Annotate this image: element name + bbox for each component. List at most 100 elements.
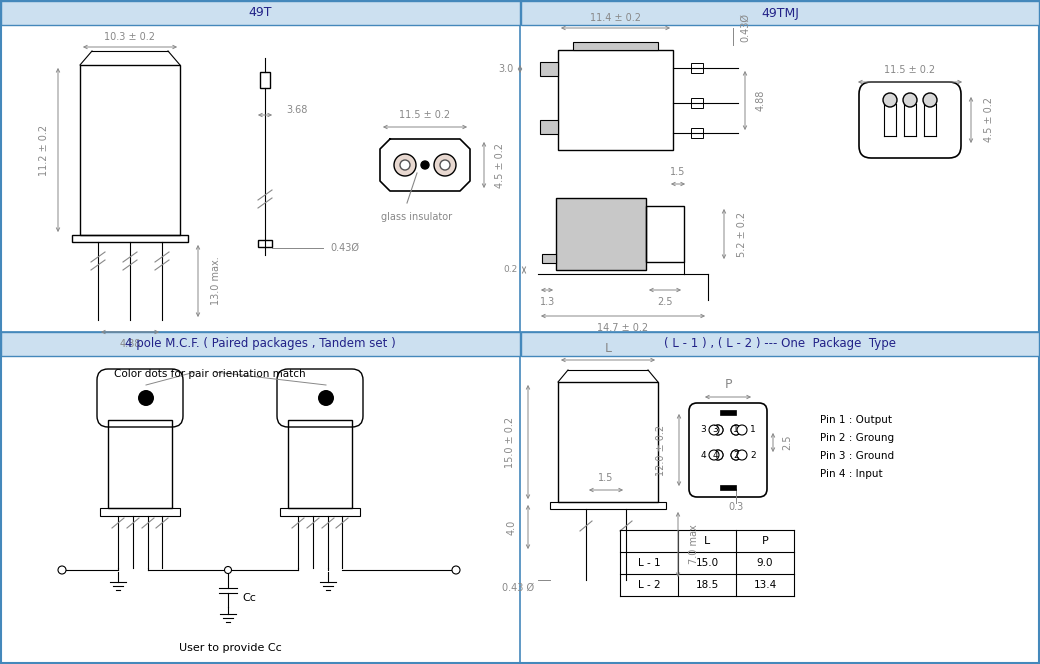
Circle shape (731, 450, 740, 460)
Bar (542, 254, 556, 263)
Bar (558, 50, 673, 150)
Text: 10.3 ± 0.2: 10.3 ± 0.2 (104, 32, 156, 42)
Bar (108, 420, 172, 508)
Circle shape (138, 390, 154, 406)
Text: glass insulator: glass insulator (382, 212, 452, 222)
Text: 4: 4 (712, 450, 718, 459)
Bar (280, 508, 360, 516)
Bar (80, 65, 180, 235)
Circle shape (225, 566, 232, 574)
Circle shape (737, 450, 747, 460)
Circle shape (58, 566, 66, 574)
Text: P: P (724, 378, 732, 392)
Text: 4.0: 4.0 (508, 519, 517, 535)
Circle shape (713, 450, 723, 460)
Text: 0.2: 0.2 (503, 266, 517, 274)
Text: 4.88: 4.88 (120, 339, 140, 349)
Text: 4: 4 (700, 450, 706, 459)
Text: 3: 3 (700, 426, 706, 434)
Text: Pin 2 : Groung: Pin 2 : Groung (820, 433, 894, 443)
Circle shape (318, 390, 334, 406)
Text: 1.5: 1.5 (598, 473, 614, 483)
Text: 49TMJ: 49TMJ (761, 7, 799, 19)
Bar (691, 98, 703, 108)
Circle shape (924, 93, 937, 107)
Text: ( L - 1 ) , ( L - 2 ) --- One  Package  Type: ( L - 1 ) , ( L - 2 ) --- One Package Ty… (664, 337, 896, 351)
Circle shape (713, 450, 723, 460)
Text: 1.3: 1.3 (541, 297, 555, 307)
Text: 4.5 ± 0.2: 4.5 ± 0.2 (495, 143, 505, 187)
Text: 9.0: 9.0 (757, 558, 774, 568)
Bar (573, 42, 658, 50)
Text: 13.0 max.: 13.0 max. (211, 256, 222, 305)
Bar (72, 235, 188, 242)
Text: 4.88: 4.88 (756, 90, 766, 111)
Bar (1, 1, 520, 25)
Text: 2.5: 2.5 (657, 297, 673, 307)
Text: 0.43Ø: 0.43Ø (331, 243, 360, 253)
Text: User to provide Cc: User to provide Cc (179, 643, 282, 653)
Text: P: P (761, 536, 769, 546)
Circle shape (394, 154, 416, 176)
Text: 14.7 ± 0.2: 14.7 ± 0.2 (597, 323, 649, 333)
Text: 0.43Ø: 0.43Ø (740, 13, 750, 42)
Circle shape (713, 425, 723, 435)
Text: 2: 2 (750, 450, 756, 459)
Circle shape (452, 566, 460, 574)
Bar (691, 128, 703, 138)
Circle shape (709, 425, 719, 435)
Circle shape (731, 450, 740, 460)
Text: L - 2: L - 2 (638, 580, 660, 590)
Text: 12.0 ± 0.2: 12.0 ± 0.2 (656, 424, 666, 475)
Bar (100, 508, 180, 516)
Bar (720, 485, 736, 490)
Circle shape (421, 161, 430, 169)
Text: 5.2 ± 0.2: 5.2 ± 0.2 (737, 211, 747, 256)
Text: 2: 2 (733, 450, 738, 459)
Text: Color dots for pair orientation match: Color dots for pair orientation match (114, 369, 306, 379)
Circle shape (731, 425, 740, 435)
Text: Pin 4 : Input: Pin 4 : Input (820, 469, 883, 479)
Text: 7.0 max: 7.0 max (690, 525, 699, 564)
Bar (540, 120, 558, 134)
Bar (521, 1, 1039, 25)
Text: 11.2 ± 0.2: 11.2 ± 0.2 (40, 124, 49, 175)
Text: 1.5: 1.5 (671, 167, 685, 177)
Bar (260, 72, 270, 88)
Text: 13.4: 13.4 (753, 580, 777, 590)
Text: 15.0: 15.0 (696, 558, 719, 568)
Circle shape (709, 450, 719, 460)
Bar (1, 332, 520, 356)
Text: 4 pole M.C.F. ( Paired packages , Tandem set ): 4 pole M.C.F. ( Paired packages , Tandem… (125, 337, 395, 351)
Text: 2.5: 2.5 (782, 435, 792, 450)
Circle shape (731, 425, 740, 435)
Text: 3: 3 (712, 426, 718, 434)
Text: Pin 1 : Output: Pin 1 : Output (820, 415, 892, 425)
Text: Pin 3 : Ground: Pin 3 : Ground (820, 451, 894, 461)
Bar (646, 206, 684, 262)
Bar (550, 502, 666, 509)
Text: 18.5: 18.5 (696, 580, 719, 590)
Circle shape (440, 160, 450, 170)
Text: 0.3: 0.3 (728, 502, 744, 512)
Bar (521, 332, 1039, 356)
Text: L: L (704, 536, 710, 546)
Bar (558, 382, 658, 502)
Circle shape (883, 93, 896, 107)
Text: 3.68: 3.68 (286, 105, 308, 115)
Text: 1: 1 (733, 426, 738, 434)
Bar (691, 63, 703, 73)
Bar (540, 62, 558, 76)
Text: 0.43 Ø: 0.43 Ø (502, 583, 535, 593)
Text: L: L (604, 341, 612, 355)
Text: 49T: 49T (249, 7, 271, 19)
Text: 11.5 ± 0.2: 11.5 ± 0.2 (884, 65, 936, 75)
Bar (720, 410, 736, 415)
Text: 1: 1 (750, 426, 756, 434)
Text: 3.0: 3.0 (498, 64, 514, 74)
Circle shape (713, 425, 723, 435)
Circle shape (434, 154, 456, 176)
Text: Cc: Cc (242, 593, 256, 603)
Text: 4.5 ± 0.2: 4.5 ± 0.2 (984, 98, 994, 143)
Circle shape (903, 93, 917, 107)
